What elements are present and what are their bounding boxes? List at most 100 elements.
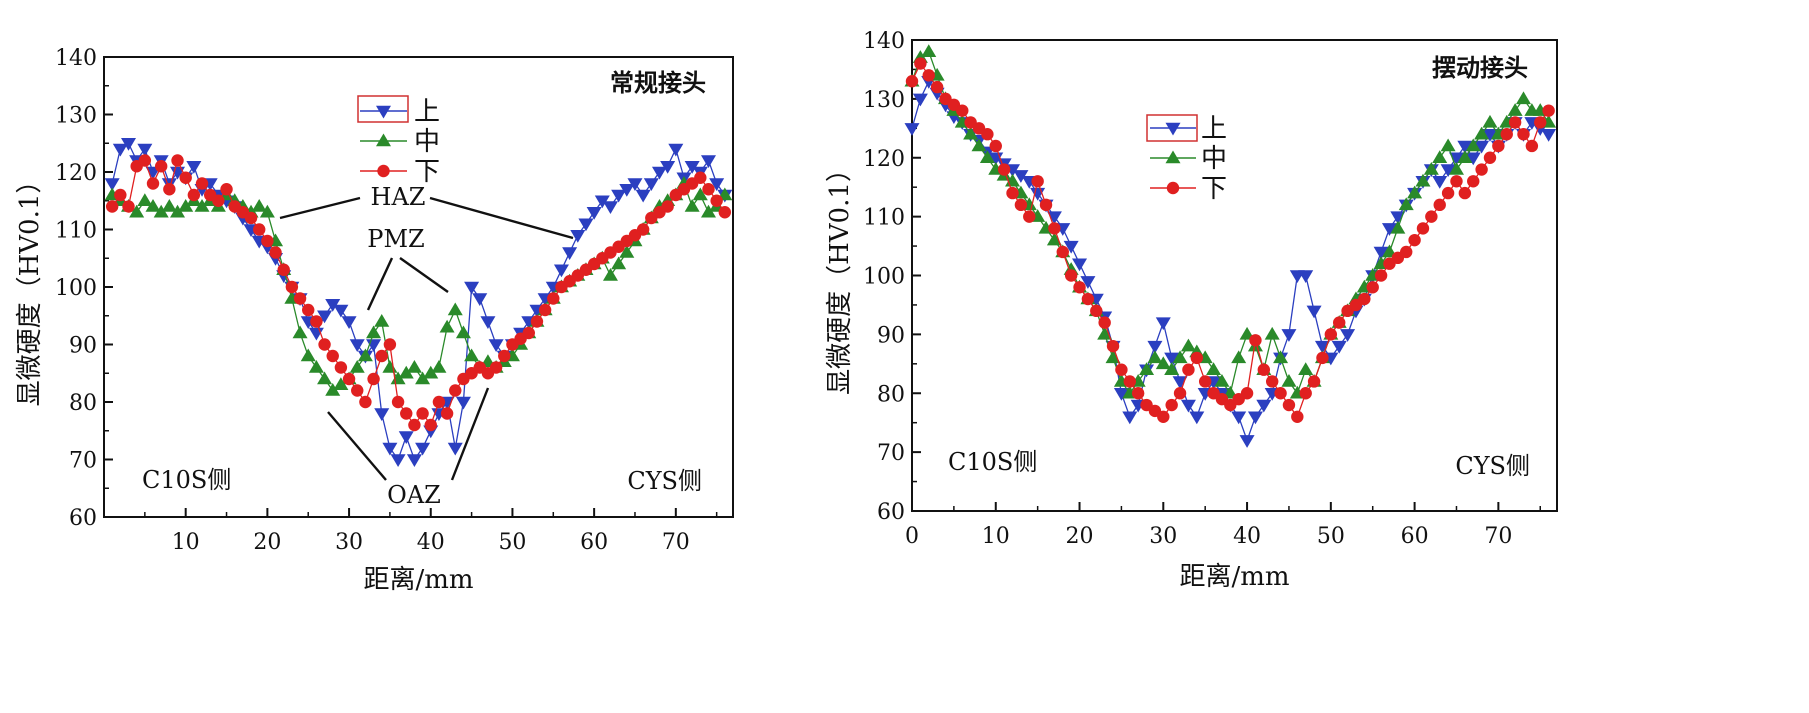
data-point <box>261 234 274 248</box>
data-point <box>1507 103 1523 116</box>
annotation-3: C10S侧 <box>142 466 231 494</box>
data-point <box>1139 362 1155 375</box>
data-point <box>1046 211 1062 225</box>
data-point <box>1390 220 1406 234</box>
legend-label: 下 <box>414 157 440 187</box>
data-point <box>1416 222 1430 235</box>
y-tick-label: 120 <box>55 161 97 186</box>
data-point <box>651 166 667 180</box>
data-point <box>1492 139 1505 153</box>
data-point <box>562 247 578 260</box>
data-point <box>1331 340 1347 354</box>
data-point <box>400 407 413 420</box>
data-point <box>1517 128 1530 141</box>
data-point <box>997 163 1011 176</box>
x-tick-label: 70 <box>1484 524 1512 549</box>
data-point <box>1291 410 1304 423</box>
data-point <box>1458 186 1472 200</box>
data-point <box>308 327 324 341</box>
data-point <box>912 93 928 107</box>
data-point <box>1381 223 1397 236</box>
data-point <box>424 418 437 432</box>
y-tick-label: 100 <box>863 265 905 290</box>
data-point <box>710 194 723 207</box>
data-point <box>1500 128 1513 141</box>
data-point <box>1390 211 1406 225</box>
data-point <box>1039 198 1053 212</box>
data-point <box>611 256 627 270</box>
data-point <box>914 57 927 70</box>
data-point <box>1440 138 1456 152</box>
data-point <box>415 371 431 385</box>
data-point <box>146 177 160 190</box>
data-point <box>259 204 275 218</box>
series-中 <box>904 44 1557 399</box>
data-point <box>1106 339 1120 353</box>
data-point <box>114 188 127 202</box>
data-point <box>1147 340 1163 354</box>
data-point <box>1534 116 1547 129</box>
annotation-leader <box>279 196 361 220</box>
data-point <box>310 315 323 328</box>
data-point <box>390 371 406 385</box>
data-point <box>293 292 307 305</box>
data-point <box>594 195 610 209</box>
data-point <box>700 204 716 218</box>
x-tick-label: 40 <box>417 530 445 555</box>
legend-label: 下 <box>1201 174 1227 204</box>
data-point <box>333 304 349 318</box>
data-point <box>137 143 153 157</box>
data-point <box>1264 326 1280 340</box>
data-point <box>611 189 627 203</box>
data-point <box>300 348 316 362</box>
data-point <box>570 230 586 243</box>
data-point <box>302 303 315 317</box>
data-point <box>956 104 969 117</box>
data-point <box>1206 362 1222 375</box>
data-point <box>963 126 979 140</box>
data-point <box>636 223 650 236</box>
data-point <box>1298 362 1314 375</box>
data-point <box>1299 387 1312 400</box>
data-point <box>1457 150 1473 163</box>
data-point <box>145 199 161 212</box>
data-point <box>129 204 145 218</box>
data-point <box>1358 292 1371 306</box>
data-point <box>668 143 684 157</box>
data-point <box>447 302 463 316</box>
data-point <box>455 396 471 410</box>
data-point <box>1131 387 1145 400</box>
data-point <box>1423 162 1439 175</box>
y-tick-label: 120 <box>863 147 905 172</box>
annotation-leader <box>429 196 574 240</box>
y-tick-label: 60 <box>69 506 97 531</box>
data-point <box>317 371 333 385</box>
data-point <box>627 178 643 191</box>
data-point <box>989 139 1002 153</box>
legend-swatch-marker <box>376 133 391 147</box>
data-point <box>121 138 137 151</box>
data-point <box>1048 222 1061 235</box>
data-point <box>391 395 405 409</box>
data-point <box>1433 198 1446 212</box>
data-point <box>1441 186 1455 200</box>
x-tick-label: 10 <box>172 530 200 555</box>
annotation-1: CYS侧 <box>1455 452 1530 480</box>
y-tick-label: 90 <box>877 323 905 348</box>
legend-swatch-marker <box>377 164 390 178</box>
series-line <box>911 62 1550 419</box>
annotation-2: OAZ <box>387 481 441 509</box>
data-point <box>1180 338 1196 352</box>
x-tick-label: 30 <box>335 530 363 555</box>
data-point <box>971 138 987 152</box>
data-point <box>423 365 439 379</box>
data-point <box>318 338 331 351</box>
annotation-4: CYS侧 <box>627 467 702 495</box>
data-point <box>480 316 496 329</box>
series-line <box>911 50 1550 395</box>
legend-highlight-box <box>1146 114 1198 142</box>
x-tick-label: 0 <box>905 524 919 549</box>
data-point <box>359 395 372 409</box>
data-point <box>1172 350 1188 364</box>
x-tick-label: 60 <box>1401 524 1429 549</box>
